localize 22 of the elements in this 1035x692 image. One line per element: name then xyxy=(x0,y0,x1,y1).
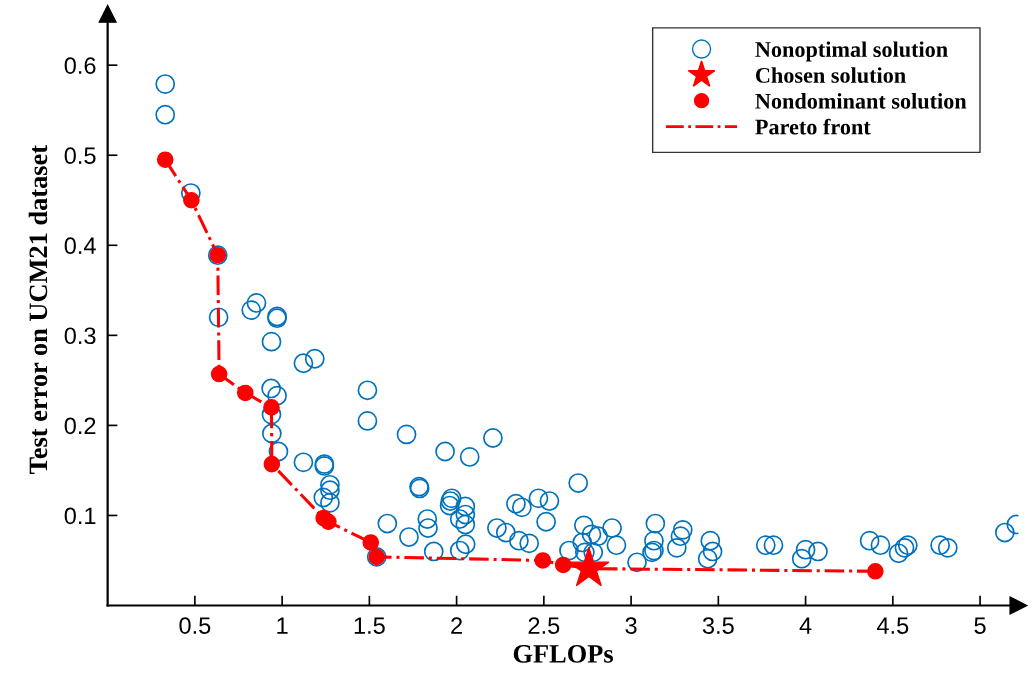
x-tick-label: 1.5 xyxy=(354,617,385,634)
y-tick-label: 0.4 xyxy=(64,237,96,255)
x-axis-title: GFLOPs xyxy=(513,645,613,663)
x-tick-label: 3.5 xyxy=(702,617,734,634)
y-tick-label: 0.6 xyxy=(64,57,96,74)
x-tick-label: 5 xyxy=(974,617,986,634)
x-tick-label: 3 xyxy=(625,617,637,634)
x-tick-label: 2 xyxy=(451,617,462,634)
y-tick-label: 0.1 xyxy=(64,507,96,525)
legend-label: Nonoptimal solution xyxy=(755,41,948,62)
y-tick-label: 0.5 xyxy=(64,147,96,165)
x-tick-label: 0.5 xyxy=(179,617,211,634)
x-tick-label: 4.5 xyxy=(876,617,909,634)
x-tick-label: 4 xyxy=(799,617,812,634)
x-tick-label: 2.5 xyxy=(528,617,560,634)
legend-label: Chosen solution xyxy=(755,67,906,83)
y-tick-label: 0.3 xyxy=(64,327,96,345)
y-tick-label: 0.2 xyxy=(64,417,96,435)
legend-label: Pareto front xyxy=(755,118,871,135)
legend-label: Nondominant solution xyxy=(755,93,967,109)
x-tick-label: 1 xyxy=(277,617,288,634)
y-axis-title: Test error on UCM21 dataset xyxy=(28,145,48,474)
